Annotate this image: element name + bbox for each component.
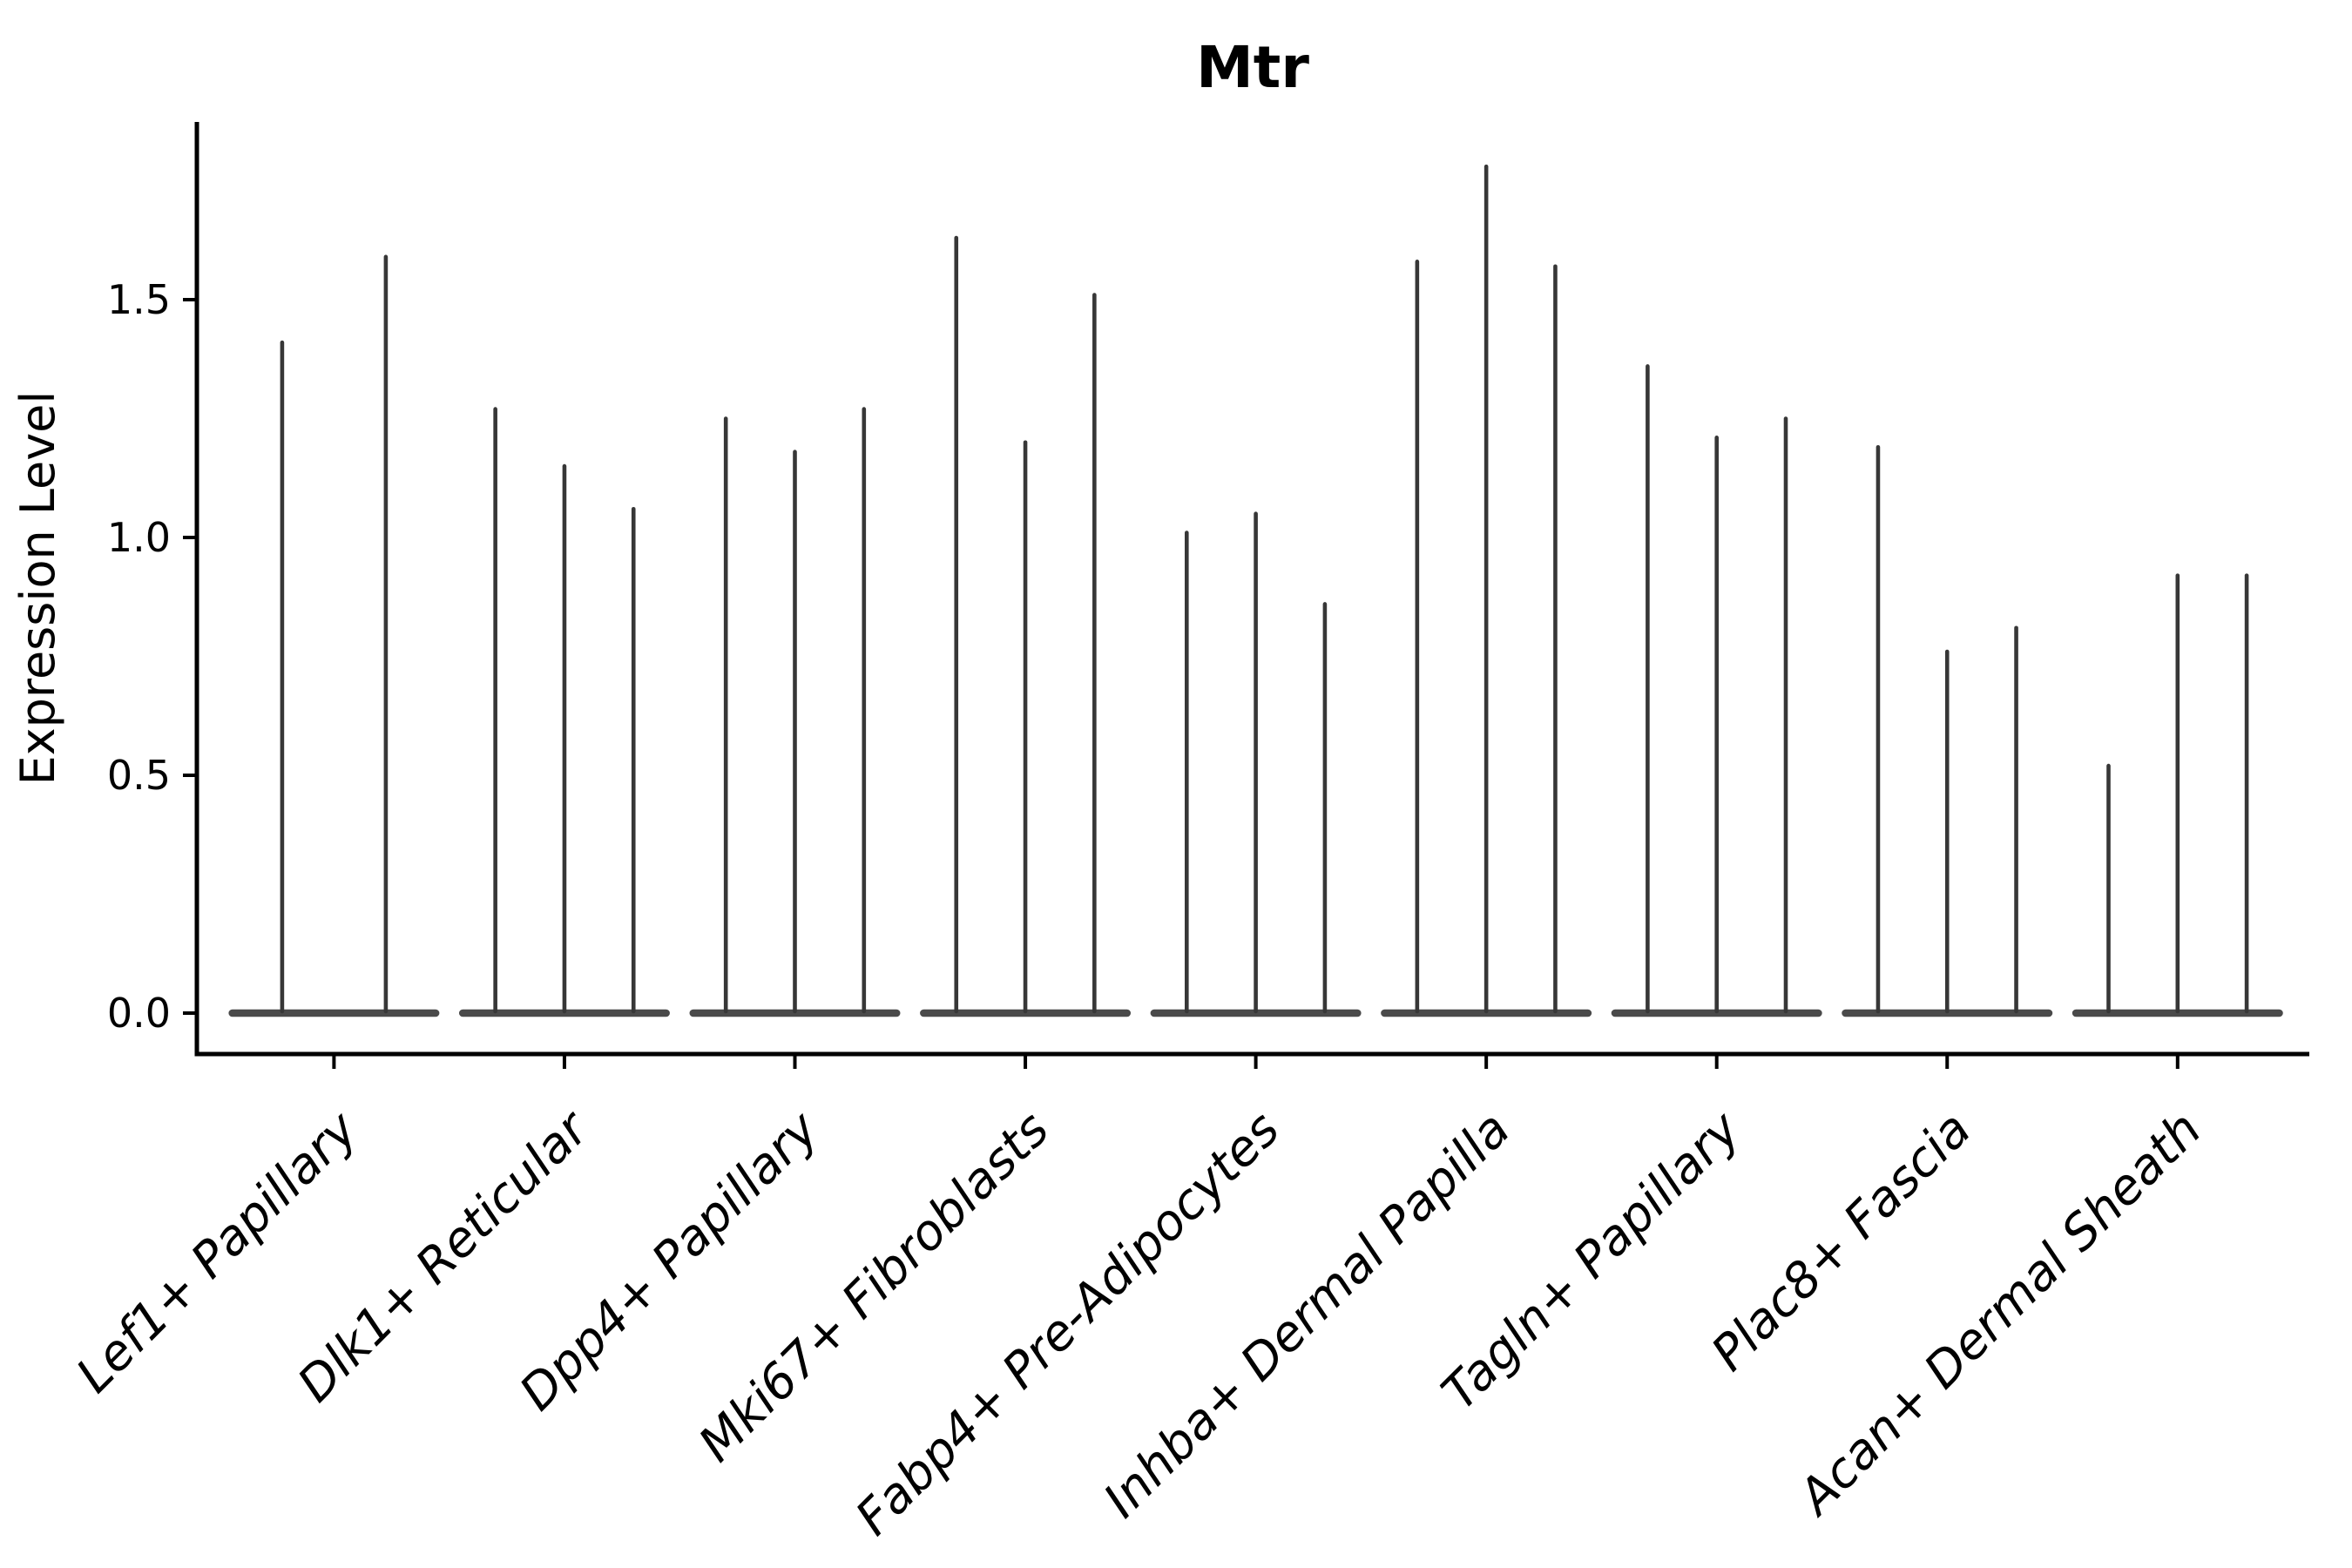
y-axis-label: Expression Level	[10, 391, 65, 786]
x-axis-category-label: Inhba+ Dermal Papilla	[1093, 1101, 1521, 1529]
y-tick-label: 1.5	[107, 276, 171, 323]
y-tick-label: 0.0	[107, 990, 171, 1037]
chart-title: Mtr	[1196, 34, 1309, 101]
violin-body	[228, 1009, 440, 1017]
x-axis-category-label: Fabp4+ Pre-Adipocytes	[845, 1101, 1290, 1546]
y-tick-label: 0.5	[107, 752, 171, 799]
violin-layer	[228, 164, 2283, 1017]
x-axis-category-label: Acan+ Dermal Sheath	[1787, 1101, 2213, 1527]
y-tick-label: 1.0	[107, 514, 171, 561]
